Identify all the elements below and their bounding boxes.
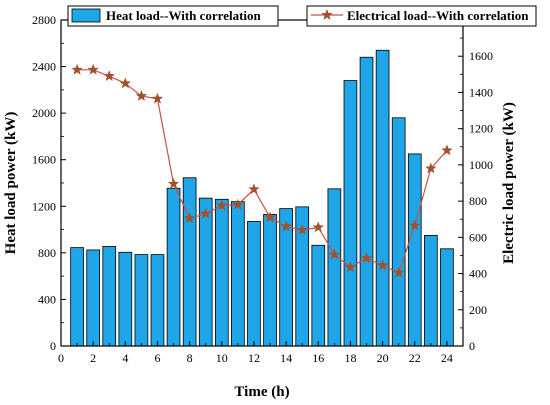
x-axis-label: Time (h) — [234, 384, 289, 400]
electrical-load-marker-5 — [135, 89, 148, 101]
y-left-tick-label-2000: 2000 — [32, 106, 56, 120]
y-left-tick-label-800: 800 — [38, 246, 56, 260]
electrical-load-marker-11 — [232, 198, 244, 210]
y-right-tick-label-1000: 1000 — [469, 158, 493, 172]
heat-load-bar-8 — [182, 177, 197, 347]
x-tick-label-6: 6 — [154, 351, 160, 365]
heat-load-bar-18 — [343, 80, 358, 347]
x-tick-label-4: 4 — [122, 351, 128, 365]
legend-swatch-electrical-marker — [321, 8, 333, 20]
electrical-load-marker-21 — [392, 266, 405, 278]
x-tick-label-0: 0 — [58, 351, 64, 365]
x-tick-label-16: 16 — [312, 351, 324, 365]
axes: 0 2 4 6 8 10 12 14 16 18 20 22 240400800120016002000… — [32, 13, 493, 365]
heat-load-bar-2 — [86, 249, 100, 347]
x-tick-label-2: 2 — [90, 351, 96, 365]
electrical-load-marker-16 — [312, 221, 325, 233]
y-right-tick-label-800: 800 — [469, 194, 487, 208]
heat-load-bar-11 — [231, 201, 245, 347]
electrical-load-marker-6 — [151, 92, 164, 104]
y-right-tick-label-600: 600 — [469, 230, 487, 244]
y-left-tick-label-0: 0 — [50, 339, 56, 353]
heat-load-bar-14 — [279, 208, 293, 347]
y-right-tick-label-200: 200 — [469, 303, 487, 317]
electrical-load-marker-12 — [248, 183, 260, 195]
heat-load-bar-16 — [311, 244, 326, 347]
heat-load-bar-9 — [198, 197, 213, 347]
electrical-load-path — [77, 69, 448, 274]
legend-label-heat: Heat load--With correlation — [106, 8, 262, 23]
electrical-load-marker-7 — [167, 177, 180, 189]
electrical-load-marker-22 — [408, 219, 421, 231]
x-tick-label-8: 8 — [187, 351, 193, 365]
heat-load-bar-5 — [134, 254, 149, 347]
heat-load-bar-7 — [166, 187, 181, 347]
heat-load-bar-23 — [424, 234, 438, 347]
electrical-load-marker-23 — [425, 162, 437, 174]
electrical-load-marker-2 — [87, 63, 99, 75]
x-tick-label-20: 20 — [377, 351, 389, 365]
y-left-tick-label-400: 400 — [38, 292, 56, 306]
electrical-load-marker-19 — [360, 252, 373, 264]
x-tick-label-18: 18 — [344, 351, 356, 365]
heat-load-bar-3 — [102, 246, 117, 347]
legend-box-heat — [67, 5, 279, 27]
legend-box-electrical — [306, 5, 537, 27]
electrical-load-marker-3 — [103, 70, 116, 82]
heat-load-bar-1 — [70, 247, 84, 347]
electrical-load-line — [71, 63, 453, 278]
electrical-load-marker-18 — [344, 261, 357, 273]
x-tick-label-24: 24 — [441, 351, 453, 365]
y-right-tick-label-1200: 1200 — [469, 122, 493, 136]
heat-load-bar-20 — [375, 49, 390, 347]
electrical-load-marker-17 — [328, 248, 341, 260]
y-right-tick-label-1600: 1600 — [469, 49, 493, 63]
heat-load-bar-19 — [359, 56, 374, 347]
y-axis-left-label: Heat load power (kW) — [3, 112, 19, 255]
electrical-load-marker-1 — [71, 63, 83, 75]
heat-load-bar-6 — [150, 254, 165, 347]
y-left-tick-label-1600: 1600 — [32, 153, 56, 167]
y-right-tick-label-1400: 1400 — [469, 85, 493, 99]
y-left-tick-label-2400: 2400 — [32, 60, 56, 74]
y-right-tick-label-0: 0 — [469, 339, 475, 353]
electrical-load-marker-4 — [119, 77, 132, 89]
electrical-load-marker-20 — [376, 259, 389, 271]
heat-load-bar-4 — [118, 251, 133, 347]
heat-load-bar-17 — [327, 188, 342, 347]
y-left-tick-label-1200: 1200 — [32, 199, 56, 213]
legend-swatch-heat — [71, 8, 101, 23]
electrical-load-marker-13 — [264, 211, 276, 223]
electrical-load-marker-8 — [183, 212, 196, 224]
legend: Heat load--With correlation Electrical lo… — [67, 5, 537, 27]
heat-load-bar-10 — [214, 198, 229, 347]
legend-label-electrical: Electrical load--With correlation — [347, 8, 529, 23]
y-axis-right-label: Electric load power (kW) — [501, 102, 517, 264]
x-tick-label-12: 12 — [248, 351, 260, 365]
x-tick-label-22: 22 — [409, 351, 421, 365]
heat-load-bar-13 — [263, 214, 277, 347]
x-tick-label-14: 14 — [280, 351, 292, 365]
x-tick-label-10: 10 — [216, 351, 228, 365]
heat-load-bar-12 — [247, 221, 261, 347]
electrical-load-marker-9 — [199, 207, 212, 219]
heat-load-bar-22 — [407, 153, 422, 347]
heat-load-bar-21 — [391, 117, 406, 347]
electrical-load-marker-15 — [296, 224, 308, 236]
electrical-load-marker-14 — [280, 220, 292, 232]
electrical-load-marker-10 — [216, 199, 228, 211]
heat-load-bars — [70, 49, 454, 347]
electrical-load-marker-24 — [441, 144, 453, 156]
heat-load-bar-24 — [440, 248, 454, 347]
y-right-tick-label-400: 400 — [469, 267, 487, 281]
y-left-tick-label-2800: 2800 — [32, 13, 56, 27]
